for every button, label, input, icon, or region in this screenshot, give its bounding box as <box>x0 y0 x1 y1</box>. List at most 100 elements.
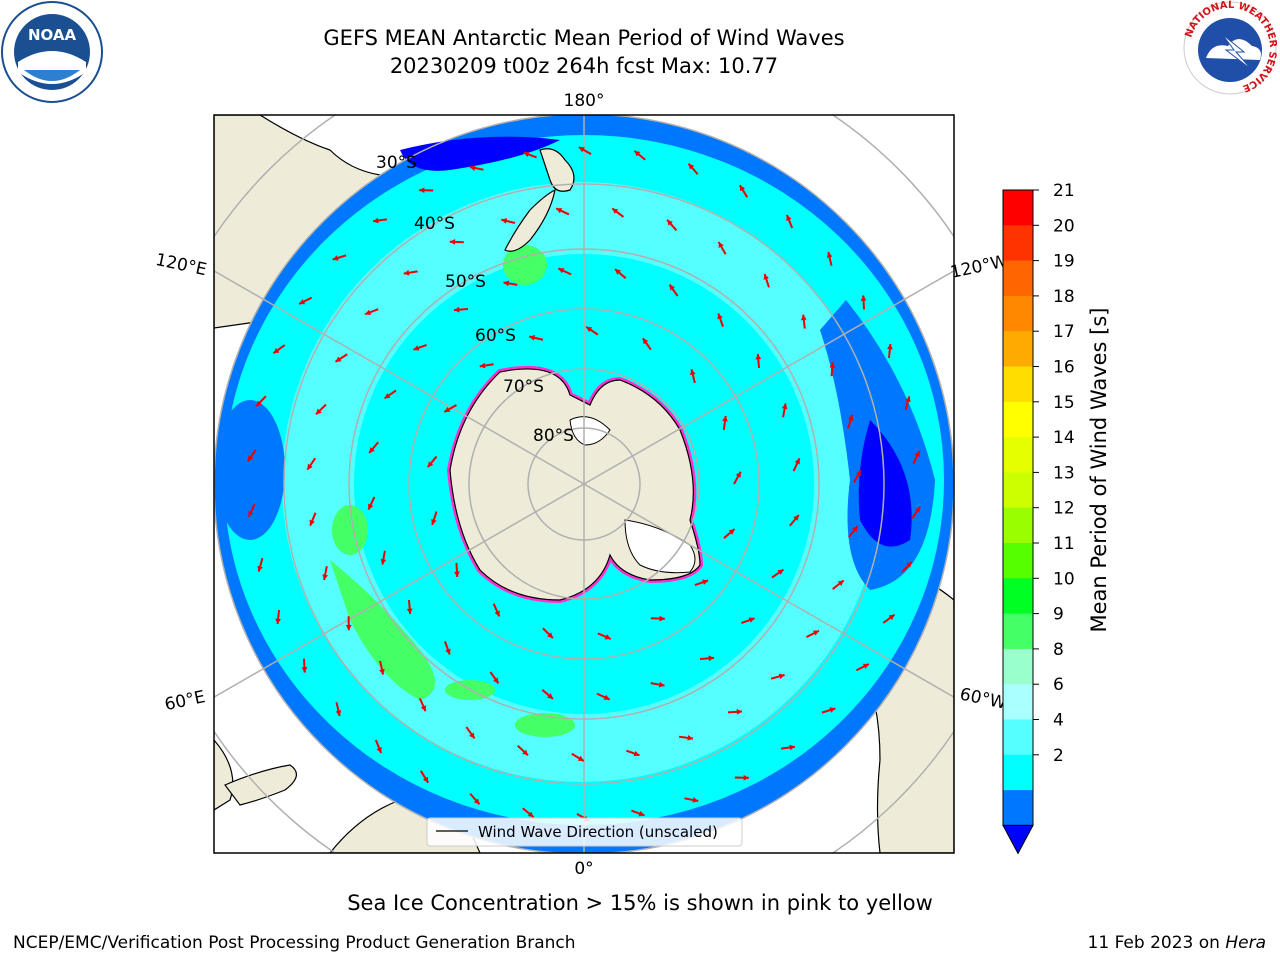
wind-arrow-head <box>454 571 460 577</box>
wind-arrow-head <box>689 369 696 376</box>
wind-wave-arrows <box>247 146 921 822</box>
map-area: Wind Wave Direction (unscaled) <box>214 115 954 853</box>
wind-arrow-head <box>384 393 391 399</box>
wind-arrow-head <box>604 634 611 640</box>
wind-arrow-head <box>862 663 869 669</box>
graticule <box>214 115 954 853</box>
wind-arrow-head <box>419 187 425 194</box>
wind-arrow-head <box>469 732 475 739</box>
wind-arrow-head <box>736 708 743 715</box>
wind-arrow-head <box>493 677 499 684</box>
colorbar-segment <box>1003 260 1033 297</box>
wind-arrow-head <box>687 735 693 741</box>
wind-arrow-head <box>633 750 640 757</box>
wind-arrow-head <box>577 755 584 761</box>
wind-arrow-head <box>529 334 536 341</box>
wind-arrow-head <box>887 343 893 350</box>
wind-arrow-head <box>275 618 281 625</box>
lat-label-70s: 70°S <box>503 377 544 397</box>
colorbar-segment <box>1003 190 1033 226</box>
wind-arrow-head <box>615 269 621 275</box>
colorbar-segment <box>1003 648 1033 685</box>
map-subtitle: 20230209 t00z 264h fcst Max: 10.77 <box>389 54 779 78</box>
colorbar-tick-label: 14 <box>1053 428 1075 448</box>
wind-arrow-head <box>669 284 675 291</box>
wind-arrow-head <box>743 774 749 781</box>
wind-arrow-head <box>688 163 695 170</box>
new-zealand <box>504 148 575 252</box>
wind-arrow-head <box>335 710 342 716</box>
wind-arrow-head <box>914 451 920 458</box>
colorbar-segment <box>1003 472 1033 509</box>
wind-arrow-head <box>501 218 508 224</box>
wind-arrow-head <box>702 579 709 585</box>
colorbar-tick-label: 4 <box>1053 711 1064 731</box>
noaa-logo-text: NOAA <box>28 26 77 44</box>
colorbar-extend-triangle <box>1002 824 1034 855</box>
wind-arrow-head <box>837 580 844 586</box>
colorbar-tick-label: 6 <box>1053 675 1064 695</box>
wind-arrow-head <box>888 614 895 621</box>
colorbar-tick-label: 2 <box>1053 746 1064 766</box>
colorbar-tick-label: 16 <box>1053 358 1075 378</box>
wind-arrow-head <box>906 561 912 568</box>
latitude-labels: 30°S 40°S 50°S 60°S 70°S 80°S <box>376 153 574 446</box>
wind-arrow-head <box>345 624 352 631</box>
wind-arrow-head <box>905 396 911 403</box>
colorbar-segment <box>1003 719 1033 756</box>
colorbar-tick-label: 9 <box>1053 605 1064 625</box>
lat-label-80s: 80°S <box>533 426 574 446</box>
colorbar-segment <box>1003 225 1033 262</box>
wind-arrow-head <box>786 214 792 221</box>
wind-arrow-head <box>667 219 673 226</box>
colorbar-tick-label: 15 <box>1053 393 1075 413</box>
wind-arrow-head <box>547 693 553 699</box>
lon-label-0: 0° <box>574 859 593 879</box>
wind-arrow-head <box>322 574 328 580</box>
wind-arrow-head <box>444 406 451 412</box>
map-legend: Wind Wave Direction (unscaled) <box>426 817 743 847</box>
wind-arrow-head <box>558 268 565 274</box>
wind-arrow-head <box>826 252 833 258</box>
wind-arrow-head <box>248 510 254 517</box>
wind-arrow-head <box>454 306 460 313</box>
colorbar-segment <box>1003 790 1033 826</box>
noaa-logo: NOAA <box>1 1 103 103</box>
wind-arrow-head <box>794 458 800 465</box>
nws-logo: NATIONAL WEATHER SERVICE <box>1183 0 1278 95</box>
wind-arrow-head <box>427 461 434 468</box>
wind-arrow-head <box>335 356 342 362</box>
wind-arrow-head <box>376 747 382 754</box>
wind-arrow-head <box>273 347 280 354</box>
wind-arrow-head <box>718 241 724 248</box>
colorbar-tick-label: 20 <box>1053 216 1075 236</box>
lat-label-40s: 40°S <box>414 214 455 234</box>
legend-label: Wind Wave Direction (unscaled) <box>478 823 718 841</box>
wind-arrow-head <box>658 681 665 688</box>
wind-arrow-head <box>578 147 585 153</box>
colorbar-ticks: 21 20 19 18 17 16 15 14 13 12 11 10 9 8 6 4 2 <box>1033 181 1075 766</box>
colorbar-tick-label: 12 <box>1053 499 1075 519</box>
wind-arrow-head <box>778 673 785 680</box>
wind-arrow-head <box>748 617 755 623</box>
lon-label-180: 180° <box>564 91 605 111</box>
wind-arrow-head <box>413 345 420 351</box>
wind-arrow-head <box>527 811 534 818</box>
wind-arrow-head <box>494 610 500 617</box>
lon-label-60e: 60°E <box>163 687 207 715</box>
colorbar-segment <box>1003 401 1033 438</box>
wind-arrow-head <box>431 518 437 525</box>
wind-arrow-head <box>503 280 510 287</box>
colorbar-segment <box>1003 613 1033 650</box>
colorbar-segment <box>1003 543 1033 579</box>
footer-date-text: 11 Feb 2023 on <box>1087 933 1226 953</box>
wind-arrow-head <box>829 362 836 368</box>
wind-arrow-head <box>301 667 308 673</box>
wind-arrow-head <box>642 338 649 345</box>
wind-arrow-head <box>722 415 728 422</box>
wind-arrow-head <box>847 414 854 421</box>
wind-arrow-head <box>332 255 339 261</box>
colorbar-segment <box>1003 366 1033 403</box>
colorbar-tick-label: 21 <box>1053 181 1075 201</box>
